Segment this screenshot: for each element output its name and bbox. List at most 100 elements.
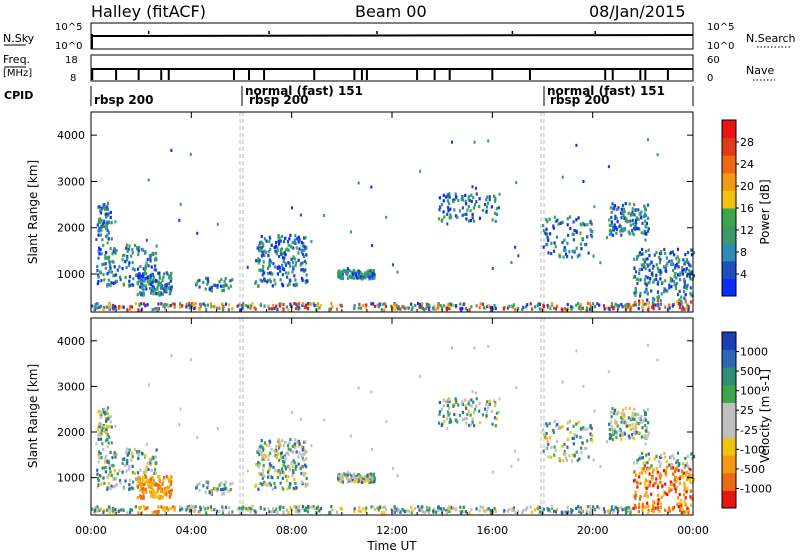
power-cell-1440 [581,306,584,310]
velocity-cell-958 [625,424,629,428]
power-cell-1105 [677,265,680,269]
power-cell-1387 [682,307,686,311]
velocity-cell-467 [305,450,308,454]
velocity-cell-1446 [641,508,644,512]
power-cell-204 [104,266,107,270]
power-cell-456 [280,247,284,251]
power-cell-1640 [517,254,520,258]
velocity-cell-142 [131,470,135,475]
velocity-cell-1624 [282,510,285,514]
power-cell-650 [350,275,353,279]
velocity-cell-1482 [161,505,164,510]
velocity-cell-1376 [231,510,234,514]
power-cell-1589 [514,307,517,312]
velocity-cell-740 [453,402,456,406]
power-cell-1026 [673,272,677,276]
velocity-cell-667 [351,475,355,480]
power-cell-199 [106,272,109,276]
velocity-cell-1648 [644,442,647,446]
velocity-cell-922 [613,408,617,412]
velocity-cell-854 [571,436,574,440]
velocity-cell-717 [467,409,471,413]
velocity-cell-1103 [645,490,648,495]
velocity-cell-561 [278,446,281,450]
velocity-cell-445 [284,467,288,471]
velocity-cell-57 [106,409,109,414]
velocity-cell-729 [448,406,451,410]
velocity-cell-248 [152,495,155,499]
velocity-cell-1422 [590,510,593,515]
power-cell-1292 [215,306,219,310]
velocity-cell-301 [161,482,164,486]
power-cell-1109 [686,250,690,255]
velocity-cell-1140 [665,460,668,464]
velocity-cell-705 [485,402,488,406]
power-cell-308 [163,289,166,293]
power-cell-977 [637,208,640,212]
power-cell-52 [105,223,108,227]
velocity-cell-957 [610,424,613,428]
power-cell-1214 [688,271,691,275]
velocity-cell-249 [143,475,146,479]
velocity-cell-1655 [487,344,490,348]
velocity-cell-119 [122,486,125,491]
power-cell-41 [107,212,110,216]
power-cell-1550 [138,303,141,307]
velocity-cell-953 [627,416,630,420]
velocity-cell-868 [561,444,564,449]
power-cell-540 [271,272,274,276]
velocity-cell-944 [613,427,616,431]
power-cell-307 [168,276,171,280]
power-cell-949 [622,207,626,211]
power-cell-206 [154,268,158,272]
velocity-cell-493 [282,463,285,467]
power-cell-1615 [241,306,244,310]
velocity-cell-1193 [685,490,688,494]
velocity-cell-771 [485,414,488,418]
velocity-cell-1012 [671,472,675,476]
power-cell-170 [152,275,156,279]
velocity-cell-837 [570,459,574,463]
nave-tick-bottom: 0 [707,73,713,84]
velocity-cell-76 [127,467,131,471]
velocity-cell-1598 [428,506,431,510]
velocity-cell-862 [592,458,595,462]
power-cell-1671 [419,169,422,173]
power-cell-510 [258,241,262,245]
power-cell-1480 [239,308,242,312]
power-cell-404 [272,262,275,266]
power-cell-979 [645,225,648,229]
power-cell-445 [284,263,288,267]
power-cell-413 [263,279,267,283]
velocity-cell-1377 [312,505,315,509]
velocity-cell-568 [304,465,308,469]
velocity-cell-1585 [365,506,368,510]
power-cell-1113 [656,295,659,300]
velocity-cell-1412 [614,505,617,509]
velocity-cell-1267 [372,505,375,509]
velocity-cell-972 [616,412,619,416]
velocity-cell-272 [142,494,145,498]
velocity-colorbar-swatch-7 [722,367,736,386]
velocity-cell-1441 [550,505,554,509]
power-cell-924 [615,231,618,235]
velocity-cell-40 [97,437,100,441]
power-cell-1694 [491,267,494,271]
power-cell-1446 [641,305,644,309]
power-cell-1258 [111,303,114,308]
power-cell-1433 [629,306,632,310]
velocity-cell-1218 [638,457,641,461]
velocity-cell-1564 [306,505,310,509]
power-cell-1598 [428,303,431,307]
power-cell-373 [221,284,225,288]
velocity-cell-1483 [273,509,276,514]
velocity-cell-371 [202,484,205,488]
power-cell-1375 [248,303,251,307]
velocity-cell-339 [140,483,143,487]
velocity-cell-1367 [171,505,175,509]
power-cell-1603 [437,302,440,306]
power-cell-1592 [616,306,620,310]
power-cell-524 [284,253,287,257]
power-cell-379 [206,277,210,281]
power-cell-236 [156,285,159,289]
